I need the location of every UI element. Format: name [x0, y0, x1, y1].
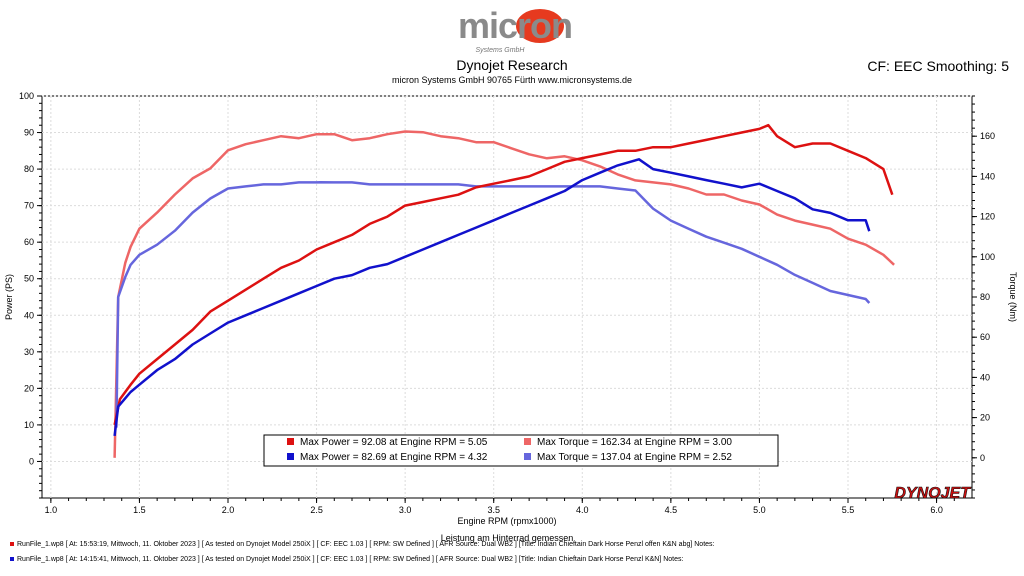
y-right-tick-label: 80 — [980, 292, 990, 302]
y-right-axis-label: Torque (Nm) — [1008, 272, 1018, 322]
y-right-tick-label: 60 — [980, 332, 990, 342]
y-right-tick-label: 120 — [980, 212, 995, 222]
y-left-tick-label: 50 — [24, 274, 34, 284]
y-right-tick-label: 160 — [980, 131, 995, 141]
chart-title: Dynojet Research — [456, 57, 568, 73]
run1-info: RunFile_1.wp8 [ At: 15:53:19, Mittwoch, … — [17, 541, 715, 548]
micron-logo: micron Systems GmbH — [458, 6, 573, 54]
chart-subtitle: micron Systems GmbH 90765 Fürth www.micr… — [391, 75, 633, 85]
legend-swatch — [524, 453, 531, 460]
run2-info: RunFile_1.wp8 [ At: 14:15:41, Mittwoch, … — [17, 556, 684, 563]
y-left-tick-label: 0 — [29, 456, 34, 466]
x-tick-label: 5.5 — [842, 505, 855, 515]
legend-swatch — [287, 438, 294, 445]
run1-marker — [10, 542, 14, 546]
x-axis-sublabel: Leistung am Hinterrad gemessen — [441, 533, 574, 543]
x-tick-label: 3.0 — [399, 505, 412, 515]
legend-entry: Max Torque = 137.04 at Engine RPM = 2.52 — [537, 452, 732, 463]
run2-marker — [10, 557, 14, 561]
power-run1-line — [113, 123, 894, 426]
x-tick-label: 2.0 — [222, 505, 235, 515]
x-tick-label: 1.0 — [45, 505, 58, 515]
y-left-tick-label: 40 — [24, 310, 34, 320]
legend: Max Power = 92.08 at Engine RPM = 5.05 Ma… — [263, 434, 779, 467]
legend-entry: Max Power = 82.69 at Engine RPM = 4.32 — [300, 452, 488, 463]
y-left-tick-label: 20 — [24, 383, 34, 393]
y-left-tick-label: 100 — [19, 91, 34, 101]
y-left-tick-label: 30 — [24, 347, 34, 357]
y-left-axis-label: Power (PS) — [4, 274, 14, 320]
y-right-tick-label: 0 — [980, 453, 985, 463]
logo-wordmark: micron — [458, 6, 572, 46]
y-right-tick-label: 40 — [980, 372, 990, 382]
y-right-tick-label: 100 — [980, 252, 995, 262]
x-tick-label: 1.5 — [133, 505, 146, 515]
y-right-tick-label: 20 — [980, 413, 990, 423]
x-tick-label: 6.0 — [930, 505, 943, 515]
legend-entry: Max Torque = 162.34 at Engine RPM = 3.00 — [537, 437, 732, 448]
dynojet-logo: DYNOJET — [894, 485, 971, 502]
y-right-tick-label: 140 — [980, 171, 995, 181]
y-left-tick-label: 90 — [24, 128, 34, 138]
smoothing-label: CF: EEC Smoothing: 5 — [867, 58, 1009, 74]
y-left-tick-label: 70 — [24, 201, 34, 211]
x-tick-label: 2.5 — [310, 505, 323, 515]
logo-subtext: Systems GmbH — [475, 47, 525, 54]
legend-entry: Max Power = 92.08 at Engine RPM = 5.05 — [300, 437, 488, 448]
x-tick-label: 5.0 — [753, 505, 766, 515]
torque-run2-line — [115, 181, 871, 428]
y-left-tick-label: 60 — [24, 237, 34, 247]
x-tick-label: 4.0 — [576, 505, 589, 515]
x-axis-label: Engine RPM (rpmx1000) — [457, 516, 556, 526]
legend-swatch — [524, 438, 531, 445]
legend-box — [263, 434, 779, 467]
torque-run1-line — [113, 130, 895, 458]
power-run2-line — [113, 158, 871, 437]
y-left-tick-label: 10 — [24, 420, 34, 430]
legend-swatch — [287, 453, 294, 460]
x-tick-label: 3.5 — [487, 505, 500, 515]
x-tick-label: 4.5 — [665, 505, 678, 515]
y-left-tick-label: 80 — [24, 164, 34, 174]
